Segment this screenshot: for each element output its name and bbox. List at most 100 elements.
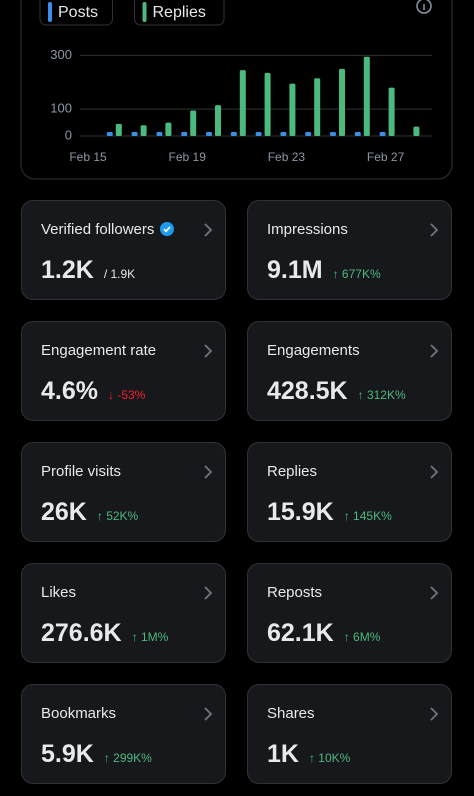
metric-card[interactable]: Bookmarks 5.9K ↑ 299K% [21,684,226,784]
metric-value: 1.2K / 1.9K [41,256,135,285]
bar [190,110,197,136]
chevron [203,586,213,605]
metric-label: Engagement rate [41,342,156,359]
metric-label: Verified followers [41,221,175,240]
y-tick-label: 300 [50,47,72,62]
metric-change: ↑ 52K% [96,509,139,523]
metric-change: ↑ 312K% [357,388,406,402]
metric-label-text: Likes [41,584,77,601]
bar [140,125,147,136]
metric-change: ↑ 10K% [308,751,351,765]
metric-value: 428.5K ↑ 312K% [267,377,406,406]
metric-change: / 1.9K [103,267,136,281]
legend-item [134,0,225,26]
metric-card[interactable]: Likes 276.6K ↑ 1M% [21,563,226,663]
bar [354,131,361,136]
metric-value: 26K ↑ 52K% [41,498,138,527]
metric-card[interactable]: Replies 15.9K ↑ 145K% [247,442,452,542]
metric-label-text: Impressions [267,221,348,238]
y-tick-label: 100 [50,101,72,116]
bar [305,131,312,136]
bar [215,105,221,136]
metric-value-text: 62.1K [267,619,334,647]
metric-value: 62.1K ↑ 6M% [267,619,380,648]
metric-value-text: 1K [267,740,299,768]
metric-change: ↑ 1M% [131,630,169,644]
metric-value: 15.9K ↑ 145K% [267,498,392,527]
bar [115,123,122,136]
metric-card[interactable]: Reposts 62.1K ↑ 6M% [247,563,452,663]
metric-card[interactable]: Engagement rate 4.6% ↓ -53% [21,321,226,421]
metric-label: Impressions [267,221,348,238]
bar [206,131,212,136]
bar [131,131,138,136]
metric-value-text: 428.5K [267,377,348,405]
metric-change: ↓ -53% [107,388,146,402]
metric-label-text: Reposts [267,584,323,601]
legend-label: Posts [58,4,98,21]
bar [339,68,345,136]
x-tick-label: Feb 23 [268,150,306,164]
metric-change: ↑ 677K% [332,267,381,281]
info-icon[interactable] [416,0,432,14]
legend-swatch [48,2,52,22]
metric-card[interactable]: Engagements 428.5K ↑ 312K% [247,321,452,421]
chevron [203,223,213,242]
chevron [203,344,213,363]
chevron [429,707,439,726]
bar [156,131,163,136]
bar [239,70,246,136]
bar [230,131,237,136]
metric-value-text: 9.1M [267,256,323,284]
bar [314,78,321,136]
metric-label-text: Profile visits [41,463,122,480]
x-tick-label: Feb 27 [367,150,405,164]
chevron [429,586,439,605]
bar [165,122,172,136]
metric-label-text: Verified followers [41,221,155,238]
metric-value-text: 5.9K [41,740,94,768]
metric-card[interactable]: Verified followers 1.2K / 1.9K [21,200,226,300]
bar [280,131,287,136]
chevron [429,344,439,363]
bar [413,126,420,136]
metric-label-text: Engagements [267,342,360,359]
metric-value: 9.1M ↑ 677K% [267,256,381,285]
chevron [203,707,213,726]
bar [388,87,395,136]
metric-change: ↑ 6M% [343,630,381,644]
bar [330,131,336,136]
metric-value: 276.6K ↑ 1M% [41,619,168,648]
metric-value-text: 276.6K [41,619,122,647]
metric-label-text: Engagement rate [41,342,157,359]
metric-value-text: 26K [41,498,87,526]
metric-value-text: 15.9K [267,498,334,526]
metric-label: Engagements [267,342,360,359]
chart-panel: 0 100 300 Posts Replies Feb 15 Feb 19 Feb 23 Feb… [20,0,453,180]
metric-label-text: Replies [267,463,318,480]
metric-card[interactable]: Profile visits 26K ↑ 52K% [21,442,226,542]
legend-label: Replies [153,4,206,21]
x-tick-label: Feb 15 [69,150,107,164]
metric-label-text: Shares [267,705,315,722]
bar [181,131,188,136]
bar [363,56,370,136]
metric-value-text: 4.6% [41,377,98,405]
metric-label-text: Bookmarks [41,705,117,722]
chevron [429,465,439,484]
verified-badge [160,222,175,240]
chevron [203,465,213,484]
metric-label: Likes [41,584,76,601]
metric-value: 5.9K ↑ 299K% [41,740,152,769]
bar [255,131,262,136]
legend-item [39,0,113,26]
x-tick-label: Feb 19 [169,150,207,164]
bar [289,83,296,136]
metric-card[interactable]: Shares 1K ↑ 10K% [247,684,452,784]
metric-label: Reposts [267,584,322,601]
metric-label: Profile visits [41,463,121,480]
metric-change: ↑ 299K% [103,751,152,765]
y-tick-label: 0 [65,127,72,142]
metric-card[interactable]: Impressions 9.1M ↑ 677K% [247,200,452,300]
